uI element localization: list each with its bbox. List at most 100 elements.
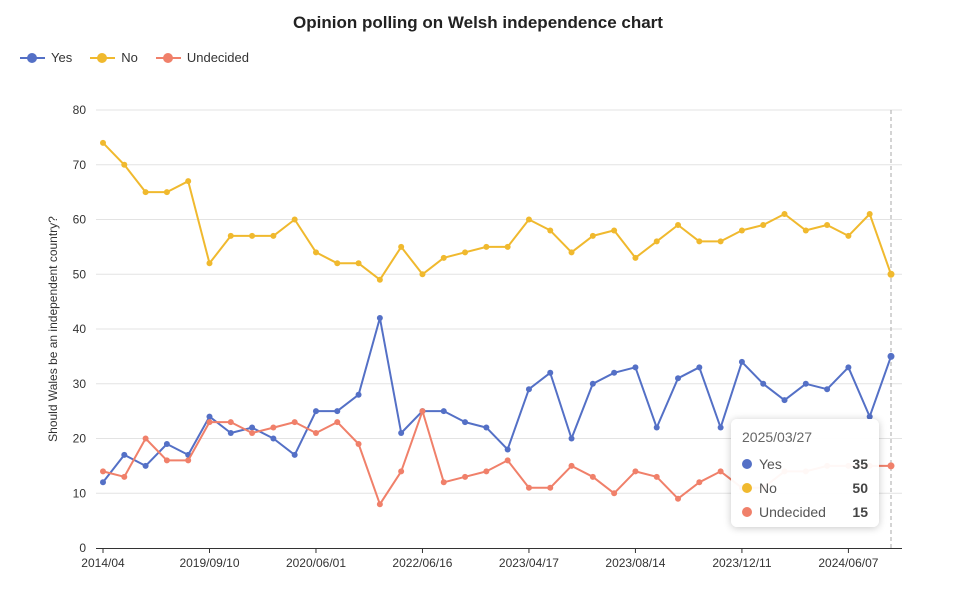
x-tick-label-1: 2019/09/10	[179, 556, 239, 570]
point-yes-18	[483, 424, 490, 431]
point-undecided-5	[206, 419, 213, 426]
point-no-22	[568, 249, 575, 256]
point-yes-22	[568, 435, 575, 442]
tooltip-value-yes: 35	[852, 456, 868, 472]
point-yes-33	[802, 380, 809, 387]
point-undecided-19	[504, 457, 511, 464]
point-undecided-29	[717, 468, 724, 475]
tooltip: 2025/03/27 Yes 35 No 50 Undecided 15	[731, 419, 879, 527]
point-no-12	[355, 260, 362, 267]
point-yes-16	[440, 408, 447, 415]
point-undecided-26	[653, 473, 660, 480]
chart-title: Opinion polling on Welsh independence ch…	[293, 13, 663, 32]
point-no-25	[632, 254, 639, 261]
tooltip-row-yes: Yes 35	[742, 452, 868, 476]
point-no-35	[845, 232, 852, 239]
tooltip-dot-no	[742, 483, 752, 493]
point-yes-25	[632, 364, 639, 371]
tooltip-dot-yes	[742, 459, 752, 469]
point-no-16	[440, 254, 447, 261]
point-yes-21	[547, 369, 554, 376]
point-no-29	[717, 238, 724, 245]
legend-swatch-no	[90, 51, 116, 65]
x-tick-label-3: 2022/06/16	[392, 556, 452, 570]
point-no-27	[675, 221, 682, 228]
point-yes-3	[163, 440, 170, 447]
point-yes-12	[355, 391, 362, 398]
point-no-24	[611, 227, 618, 234]
point-no-33	[802, 227, 809, 234]
tooltip-value-no: 50	[852, 480, 868, 496]
point-undecided-24	[611, 490, 618, 497]
point-undecided-27	[675, 495, 682, 502]
tooltip-name-undecided: Undecided	[759, 504, 826, 520]
point-no-18	[483, 243, 490, 250]
point-no-26	[653, 238, 660, 245]
tooltip-name-no: No	[759, 480, 777, 496]
point-no-7	[249, 232, 256, 239]
point-yes-36	[866, 413, 873, 420]
x-tick-label-2: 2020/06/01	[286, 556, 346, 570]
series-line-yes	[102, 317, 892, 483]
legend-swatch-yes	[20, 51, 45, 65]
legend-item-undecided[interactable]: Undecided	[155, 50, 249, 65]
point-no-15	[419, 271, 426, 278]
point-undecided-7	[249, 430, 256, 437]
point-no-34	[824, 221, 831, 228]
legend-item-yes[interactable]: Yes	[20, 50, 72, 65]
point-undecided-18	[483, 468, 490, 475]
point-yes-26	[653, 424, 660, 431]
point-no-21	[547, 227, 554, 234]
point-undecided-16	[440, 479, 447, 486]
point-yes-19	[504, 446, 511, 453]
point-no-31	[760, 221, 767, 228]
y-tick-label-60: 60	[73, 213, 87, 227]
point-no-11	[334, 260, 341, 267]
point-yes-5	[206, 413, 213, 420]
y-tick-label-0: 0	[79, 541, 86, 555]
point-no-36	[866, 211, 873, 218]
y-tick-label-30: 30	[73, 377, 87, 391]
point-yes-0	[100, 479, 106, 486]
x-tick-label-6: 2023/12/11	[712, 556, 771, 570]
point-yes-28	[696, 364, 703, 371]
point-no-13	[376, 276, 383, 283]
point-undecided-20	[525, 484, 532, 491]
legend-swatch-undecided	[155, 51, 181, 65]
tooltip-name-yes: Yes	[759, 456, 782, 472]
point-no-0	[100, 139, 106, 146]
point-no-2	[142, 189, 149, 196]
point-no-19	[504, 243, 511, 250]
y-axis-label: Should Wales be an independent country?	[46, 216, 60, 442]
legend-label-no: No	[121, 50, 138, 65]
point-no-20	[525, 216, 532, 223]
point-yes-7	[249, 424, 256, 431]
legend-dot-no	[97, 52, 108, 63]
point-undecided-3	[163, 457, 170, 464]
point-yes-23	[589, 380, 596, 387]
point-yes-30	[738, 358, 745, 365]
legend-item-no[interactable]: No	[90, 50, 138, 65]
legend-dot-undecided	[162, 52, 173, 63]
point-undecided-15	[419, 408, 426, 415]
point-yes-13	[376, 315, 383, 322]
point-undecided-22	[568, 462, 575, 469]
y-tick-label-70: 70	[73, 158, 87, 172]
point-undecided-10	[312, 430, 319, 437]
point-no-32	[781, 211, 788, 218]
point-no-8	[270, 232, 277, 239]
x-tick-label-7: 2024/06/07	[818, 556, 878, 570]
point-no-9	[291, 216, 298, 223]
point-no-23	[589, 232, 596, 239]
point-no-4	[185, 178, 192, 185]
point-yes-10	[312, 408, 319, 415]
point-no-6	[227, 232, 234, 239]
point-yes-8	[270, 435, 277, 442]
point-yes-6	[227, 430, 234, 437]
point-no-10	[312, 249, 319, 256]
point-undecided-8	[270, 424, 277, 431]
point-no-17	[462, 249, 469, 256]
point-yes-31	[760, 380, 767, 387]
legend-label-yes: Yes	[51, 50, 73, 65]
